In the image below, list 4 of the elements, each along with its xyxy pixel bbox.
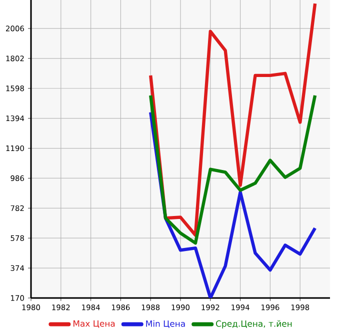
legend-label: Max Цена (73, 320, 115, 328)
legend-label: Min Цена (146, 320, 185, 328)
line-series (149, 94, 317, 245)
legend-label: Сред.Цена, т.йен (216, 320, 292, 328)
